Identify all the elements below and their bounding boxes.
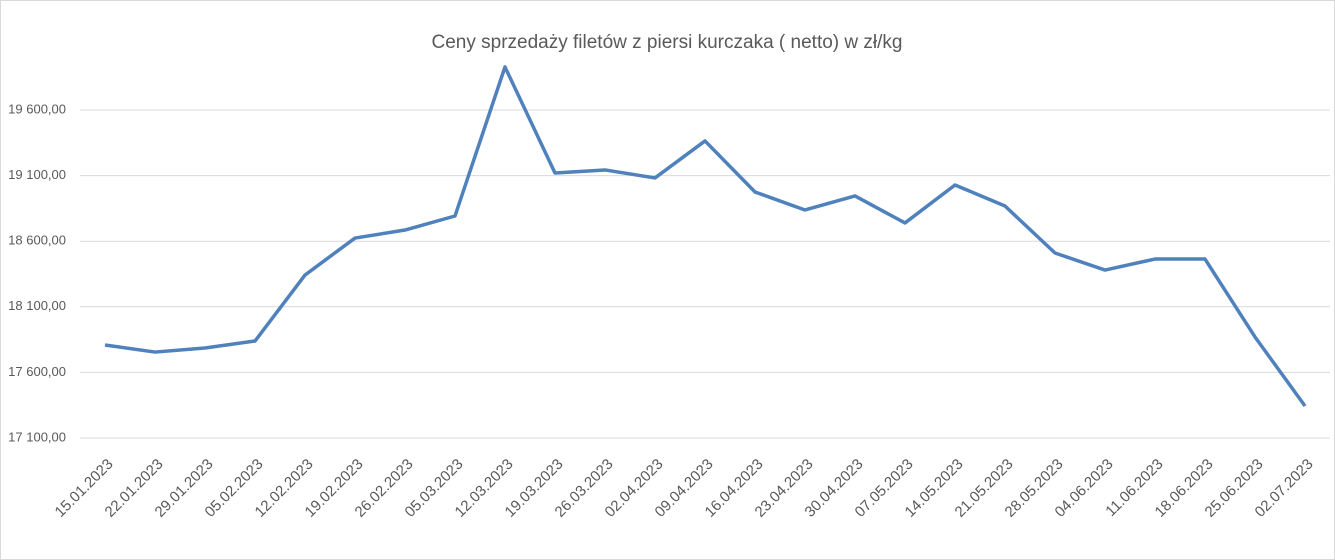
y-tick-label: 17 600,00 <box>8 364 66 379</box>
chart-title: Ceny sprzedaży filetów z piersi kurczaka… <box>432 32 903 53</box>
y-tick-label: 18 100,00 <box>8 298 66 313</box>
y-tick-label: 18 600,00 <box>8 233 66 248</box>
data-line <box>104 65 1307 408</box>
y-tick-label: 19 100,00 <box>8 167 66 182</box>
y-tick-label: 19 600,00 <box>8 101 66 116</box>
y-tick-label: 17 100,00 <box>8 429 66 444</box>
